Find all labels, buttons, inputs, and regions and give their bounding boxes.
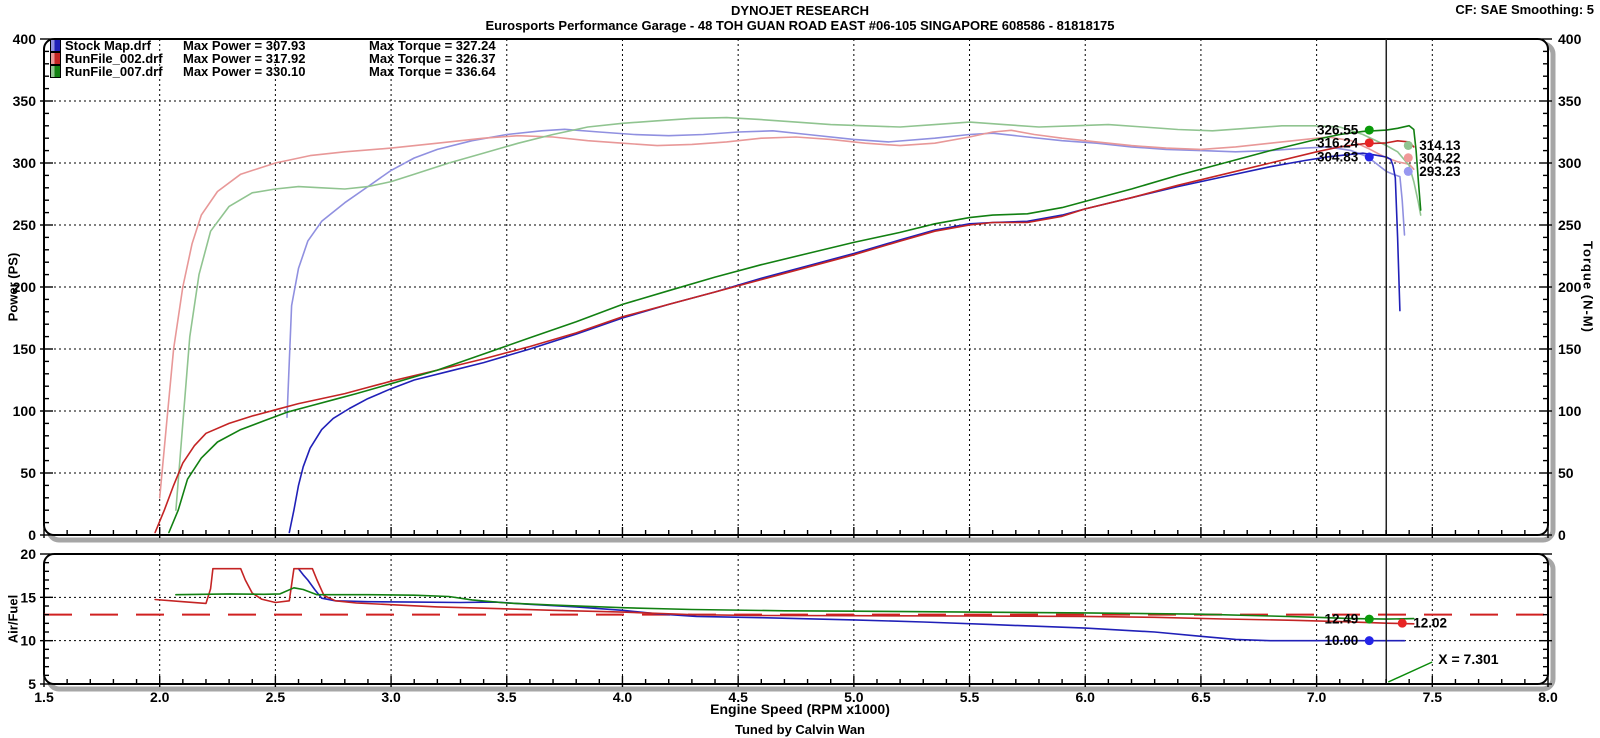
- legend-item[interactable]: RunFile_002.drf Max Power = 317.92 Max Tor…: [50, 51, 496, 66]
- torque-tick-label: 0: [1558, 527, 1566, 543]
- afr-tick-label: 10: [20, 633, 36, 649]
- afr-tick-label: 15: [20, 589, 36, 605]
- cursor-value-dot: [1364, 138, 1374, 148]
- power-curve-runfile002: [154, 140, 1415, 534]
- torque-curve-runfile002: [158, 129, 1415, 499]
- legend-file-name: Stock Map.drf: [65, 38, 151, 53]
- run-color-marker-icon: [50, 39, 61, 52]
- power-tick-label: 100: [13, 403, 37, 419]
- power-cursor-label: 326.55: [1317, 123, 1359, 138]
- afr-tick-label: 20: [20, 546, 36, 562]
- torque-tick-label: 400: [1558, 31, 1582, 47]
- torque-tick-label: 350: [1558, 93, 1582, 109]
- cursor-pointer-line: [1387, 661, 1433, 683]
- run-color-marker-icon: [50, 52, 61, 65]
- torque-tick-label: 200: [1558, 279, 1582, 295]
- x-axis-label: Engine Speed (RPM x1000): [710, 701, 890, 717]
- power-tick-label: 50: [20, 465, 36, 481]
- torque-cursor-label: 293.23: [1419, 164, 1461, 179]
- cursor-value-dot: [1403, 166, 1413, 176]
- cursor-value-dot: [1364, 636, 1374, 646]
- afr-cursor-label: 10.00: [1324, 633, 1358, 648]
- legend-file-name: RunFile_002.drf: [65, 51, 163, 66]
- legend-max-torque: Max Torque = 336.64: [369, 64, 496, 79]
- run-color-marker-icon: [50, 65, 61, 78]
- torque-cursor-label: 304.22: [1419, 150, 1460, 165]
- torque-cursor-label: 314.13: [1419, 138, 1461, 153]
- power-cursor-label: 304.83: [1317, 150, 1359, 165]
- axis-title-airfuel: Air/Fuel: [5, 594, 21, 644]
- tuned-by-label: Tuned by Calvin Wan: [734, 722, 865, 737]
- rpm-tick-label: 3.0: [381, 689, 401, 705]
- power-tick-label: 350: [13, 93, 37, 109]
- rpm-tick-label: 8.0: [1538, 689, 1558, 705]
- afr-plot-area: [44, 554, 1548, 684]
- power-tick-label: 150: [13, 341, 37, 357]
- rpm-tick-label: 7.5: [1423, 689, 1443, 705]
- torque-tick-label: 150: [1558, 341, 1582, 357]
- rpm-tick-label: 4.0: [613, 689, 633, 705]
- cursor-value-dot: [1364, 614, 1374, 624]
- rpm-tick-label: 5.5: [960, 689, 980, 705]
- correction-smoothing-info: CF: SAE Smoothing: 5: [1455, 2, 1594, 17]
- power-tick-label: 0: [28, 527, 36, 543]
- rpm-tick-label: 6.5: [1191, 689, 1211, 705]
- axis-title-torque: Torque (N-M): [1580, 241, 1596, 333]
- legend: Stock Map.drf Max Power = 307.93 Max Torqu…: [50, 38, 496, 79]
- power-curve-stock: [288, 152, 1401, 534]
- power-cursor-label: 316.24: [1317, 135, 1359, 150]
- axis-title-power: Power (PS): [5, 252, 21, 322]
- legend-max-power: Max Power = 307.93: [183, 38, 306, 53]
- rpm-tick-label: 3.5: [497, 689, 517, 705]
- power-curve-runfile007: [168, 124, 1422, 534]
- rpm-tick-label: 1.5: [34, 689, 54, 705]
- rpm-tick-label: 2.0: [150, 689, 170, 705]
- power-tick-label: 200: [13, 279, 37, 295]
- cursor-value-dot: [1397, 618, 1407, 628]
- rpm-tick-label: 2.5: [266, 689, 286, 705]
- cursor-value-dot: [1364, 125, 1374, 135]
- torque-tick-label: 250: [1558, 217, 1582, 233]
- legend-item[interactable]: RunFile_007.drf Max Power = 330.10 Max Tor…: [50, 64, 496, 79]
- afr-curve-runfile002: [154, 567, 1415, 625]
- power-tick-label: 300: [13, 155, 37, 171]
- main-plot-area: [44, 39, 1548, 535]
- page-subtitle: Eurosports Performance Garage - 48 TOH G…: [485, 18, 1115, 33]
- torque-curve-stock: [286, 128, 1406, 419]
- cursor-value-dot: [1364, 152, 1374, 162]
- legend-max-power: Max Power = 317.92: [183, 51, 306, 66]
- rpm-tick-label: 6.0: [1075, 689, 1095, 705]
- rpm-tick-label: 7.0: [1307, 689, 1327, 705]
- power-tick-label: 400: [13, 31, 37, 47]
- power-tick-label: 250: [13, 217, 37, 233]
- legend-max-power: Max Power = 330.10: [183, 64, 306, 79]
- afr-cursor-label: 12.49: [1324, 612, 1358, 627]
- torque-tick-label: 100: [1558, 403, 1582, 419]
- cursor-value-dot: [1403, 153, 1413, 163]
- rpm-tick-label: 4.5: [728, 689, 748, 705]
- afr-tick-label: 5: [28, 676, 36, 692]
- page-title: DYNOJET RESEARCH: [731, 3, 869, 18]
- torque-tick-label: 50: [1558, 465, 1574, 481]
- legend-max-torque: Max Torque = 326.37: [369, 51, 496, 66]
- rpm-tick-label: 5.0: [844, 689, 864, 705]
- torque-curve-runfile007: [175, 116, 1422, 512]
- legend-file-name: RunFile_007.drf: [65, 64, 163, 79]
- afr-cursor-label: 12.02: [1413, 616, 1447, 631]
- cursor-x-label: X = 7.301: [1438, 651, 1499, 667]
- legend-max-torque: Max Torque = 327.24: [369, 38, 496, 53]
- torque-tick-label: 300: [1558, 155, 1582, 171]
- cursor-value-dot: [1403, 140, 1413, 150]
- afr-curve-runfile007: [175, 586, 1415, 620]
- legend-item[interactable]: Stock Map.drf Max Power = 307.93 Max Torqu…: [50, 38, 496, 53]
